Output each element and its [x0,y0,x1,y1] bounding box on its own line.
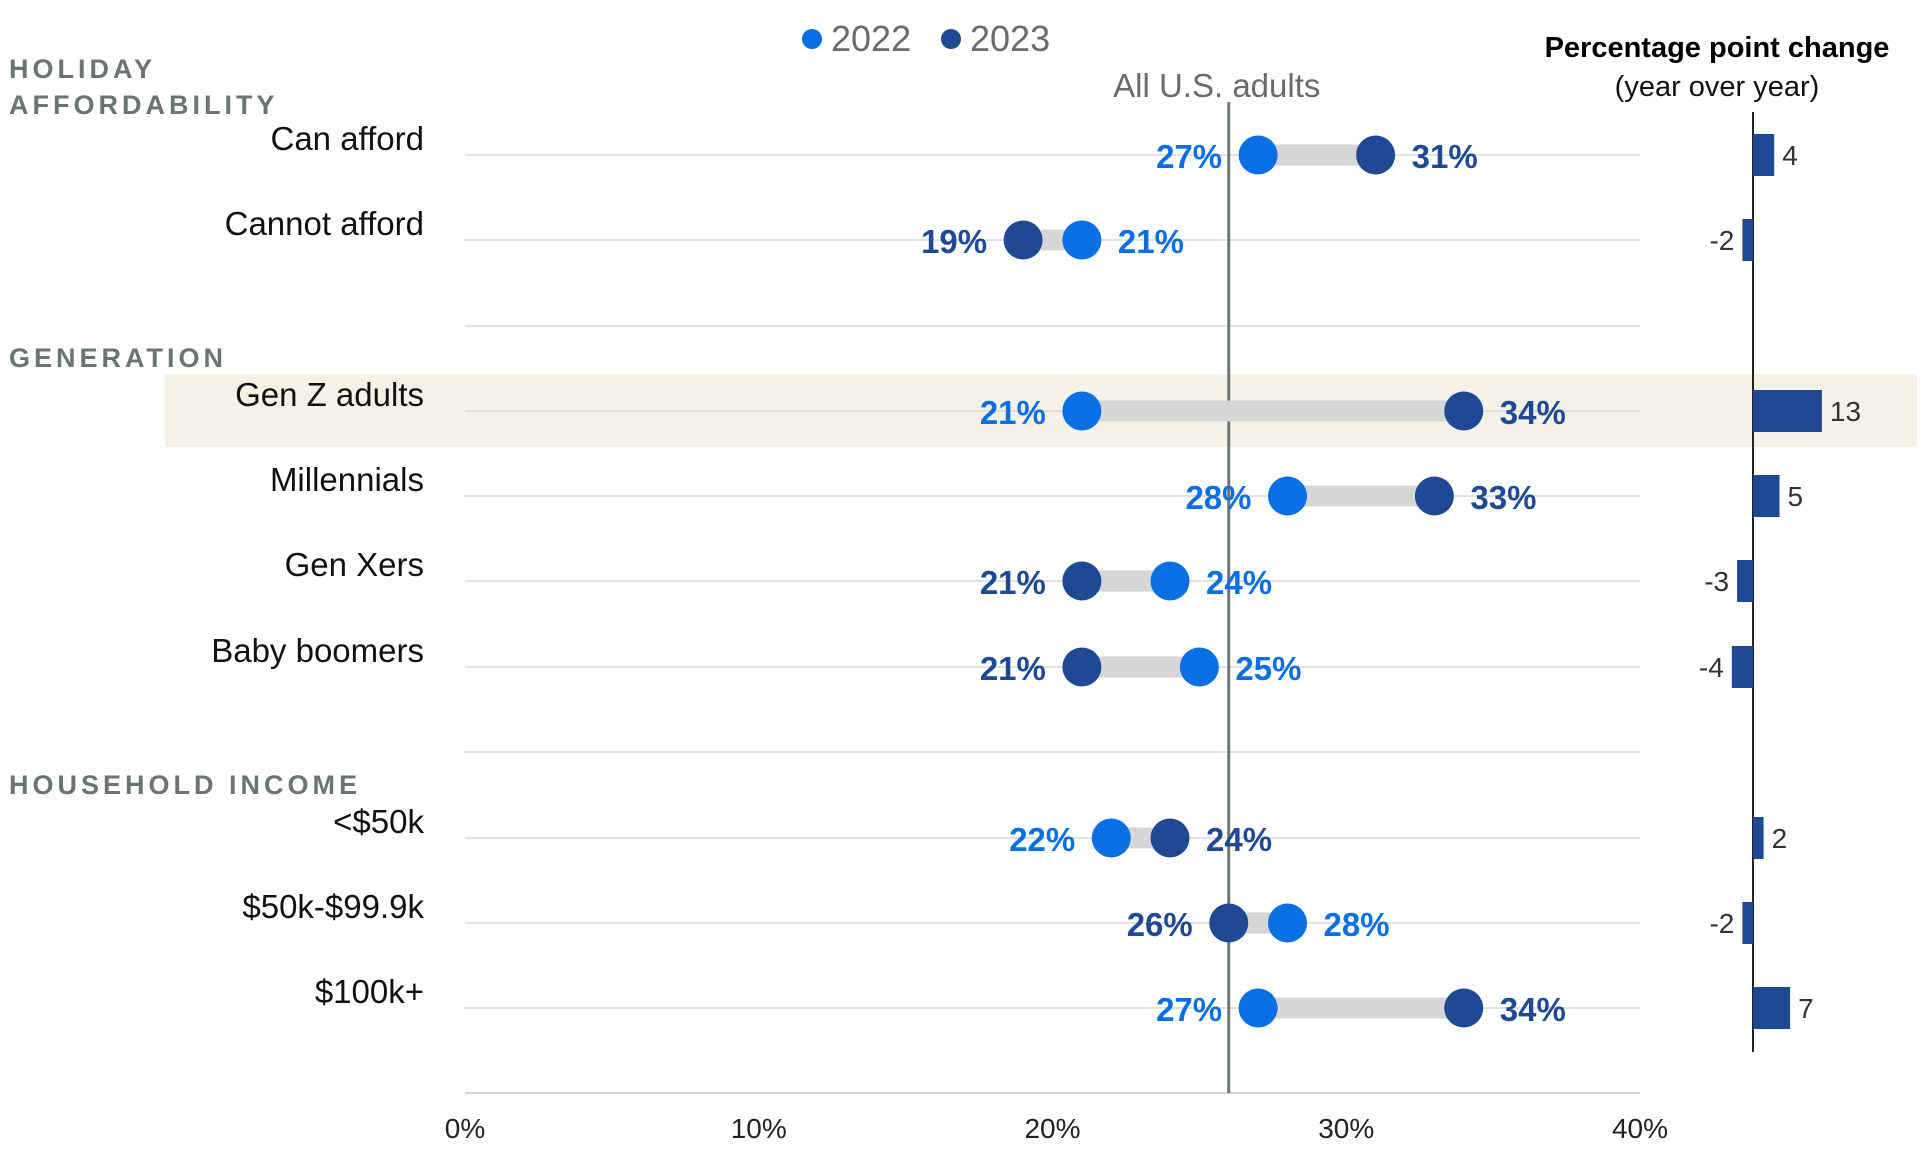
change-panel-title: Percentage point change [1545,32,1890,64]
change-value-label: -4 [1699,652,1724,683]
change-bar [1731,646,1753,688]
value-label-2022: 21% [980,394,1046,431]
section-label-household-income: HOUSEHOLD INCOME [9,770,361,800]
value-label-2022: 21% [1118,223,1184,260]
reference-label: All U.S. adults [1113,67,1320,104]
x-tick-label: 0% [445,1113,485,1144]
dot-2022 [1091,818,1131,858]
dot-2023 [1444,988,1484,1028]
gridlines [465,154,1640,1094]
dot-2022 [1062,391,1102,431]
change-bar [1742,902,1753,944]
change-value-label: 7 [1798,993,1814,1024]
dot-2022 [1062,220,1102,260]
change-value-label: -2 [1709,908,1734,939]
change-bar [1753,475,1780,517]
dot-2023 [1444,391,1484,431]
dot-2022 [1238,135,1278,175]
category-label: Gen Z adults [235,376,424,413]
change-bar [1753,817,1764,859]
category-label: $100k+ [315,973,424,1010]
section-label-holiday-affordability: HOLIDAY [9,54,156,84]
value-label-2022: 28% [1324,906,1390,943]
change-panel-subtitle: (year over year) [1615,71,1820,103]
legend-dot-2023 [941,29,961,49]
dot-2022 [1238,988,1278,1028]
value-label-2022: 24% [1206,564,1272,601]
legend: 2022 2023 [802,18,1050,59]
category-label: Baby boomers [211,632,424,669]
section-label-holiday-affordability-line2: AFFORDABILITY [9,90,278,120]
x-tick-label: 30% [1318,1113,1374,1144]
change-bar [1753,134,1775,176]
change-bar [1753,390,1822,432]
value-label-2023: 26% [1127,906,1193,943]
value-label-2022: 25% [1235,650,1301,687]
dot-2023 [1003,220,1043,260]
legend-label-2023: 2023 [970,18,1050,59]
change-value-label: -3 [1704,566,1729,597]
category-label: Can afford [271,120,425,157]
category-label: <$50k [333,803,424,840]
change-value-label: 5 [1788,481,1804,512]
value-label-2023: 21% [980,650,1046,687]
value-label-2023: 34% [1500,394,1566,431]
dot-2022 [1150,561,1190,601]
change-bar [1742,219,1753,261]
value-label-2023: 34% [1500,991,1566,1028]
value-label-2022: 28% [1185,479,1251,516]
legend-dot-2022 [802,29,822,49]
category-label: Gen Xers [285,546,424,583]
labels: HOLIDAY AFFORDABILITY GENERATION HOUSEHOLD … [9,54,1668,1144]
value-label-2023: 19% [921,223,987,260]
x-tick-label: 20% [1024,1113,1080,1144]
change-panel: Percentage point change (year over year) 4… [1545,32,1890,1052]
dot-2023 [1062,561,1102,601]
change-value-label: 2 [1772,823,1788,854]
value-label-2022: 27% [1156,991,1222,1028]
change-bar [1753,987,1791,1029]
value-label-2022: 22% [1009,821,1075,858]
x-tick-label: 40% [1612,1113,1668,1144]
dot-2022 [1179,647,1219,687]
dot-2023 [1209,903,1249,943]
dot-2023 [1062,647,1102,687]
dot-2023 [1356,135,1396,175]
category-label: Millennials [270,461,424,498]
change-value-label: 4 [1782,140,1798,171]
value-label-2023: 31% [1412,138,1478,175]
value-label-2022: 27% [1156,138,1222,175]
section-label-generation: GENERATION [9,343,227,373]
dumbbell-dots [1003,135,1484,1028]
change-value-label: 13 [1830,396,1861,427]
change-bar [1737,560,1753,602]
legend-label-2022: 2022 [831,18,911,59]
category-label: $50k-$99.9k [242,888,424,925]
category-label: Cannot afford [225,205,424,242]
dot-2023 [1414,476,1454,516]
value-label-2023: 21% [980,564,1046,601]
x-tick-label: 10% [731,1113,787,1144]
change-value-label: -2 [1709,225,1734,256]
value-label-2023: 24% [1206,821,1272,858]
dot-2022 [1268,903,1307,943]
value-label-2023: 33% [1470,479,1536,516]
dot-2023 [1150,818,1190,858]
dot-2022 [1268,476,1307,516]
